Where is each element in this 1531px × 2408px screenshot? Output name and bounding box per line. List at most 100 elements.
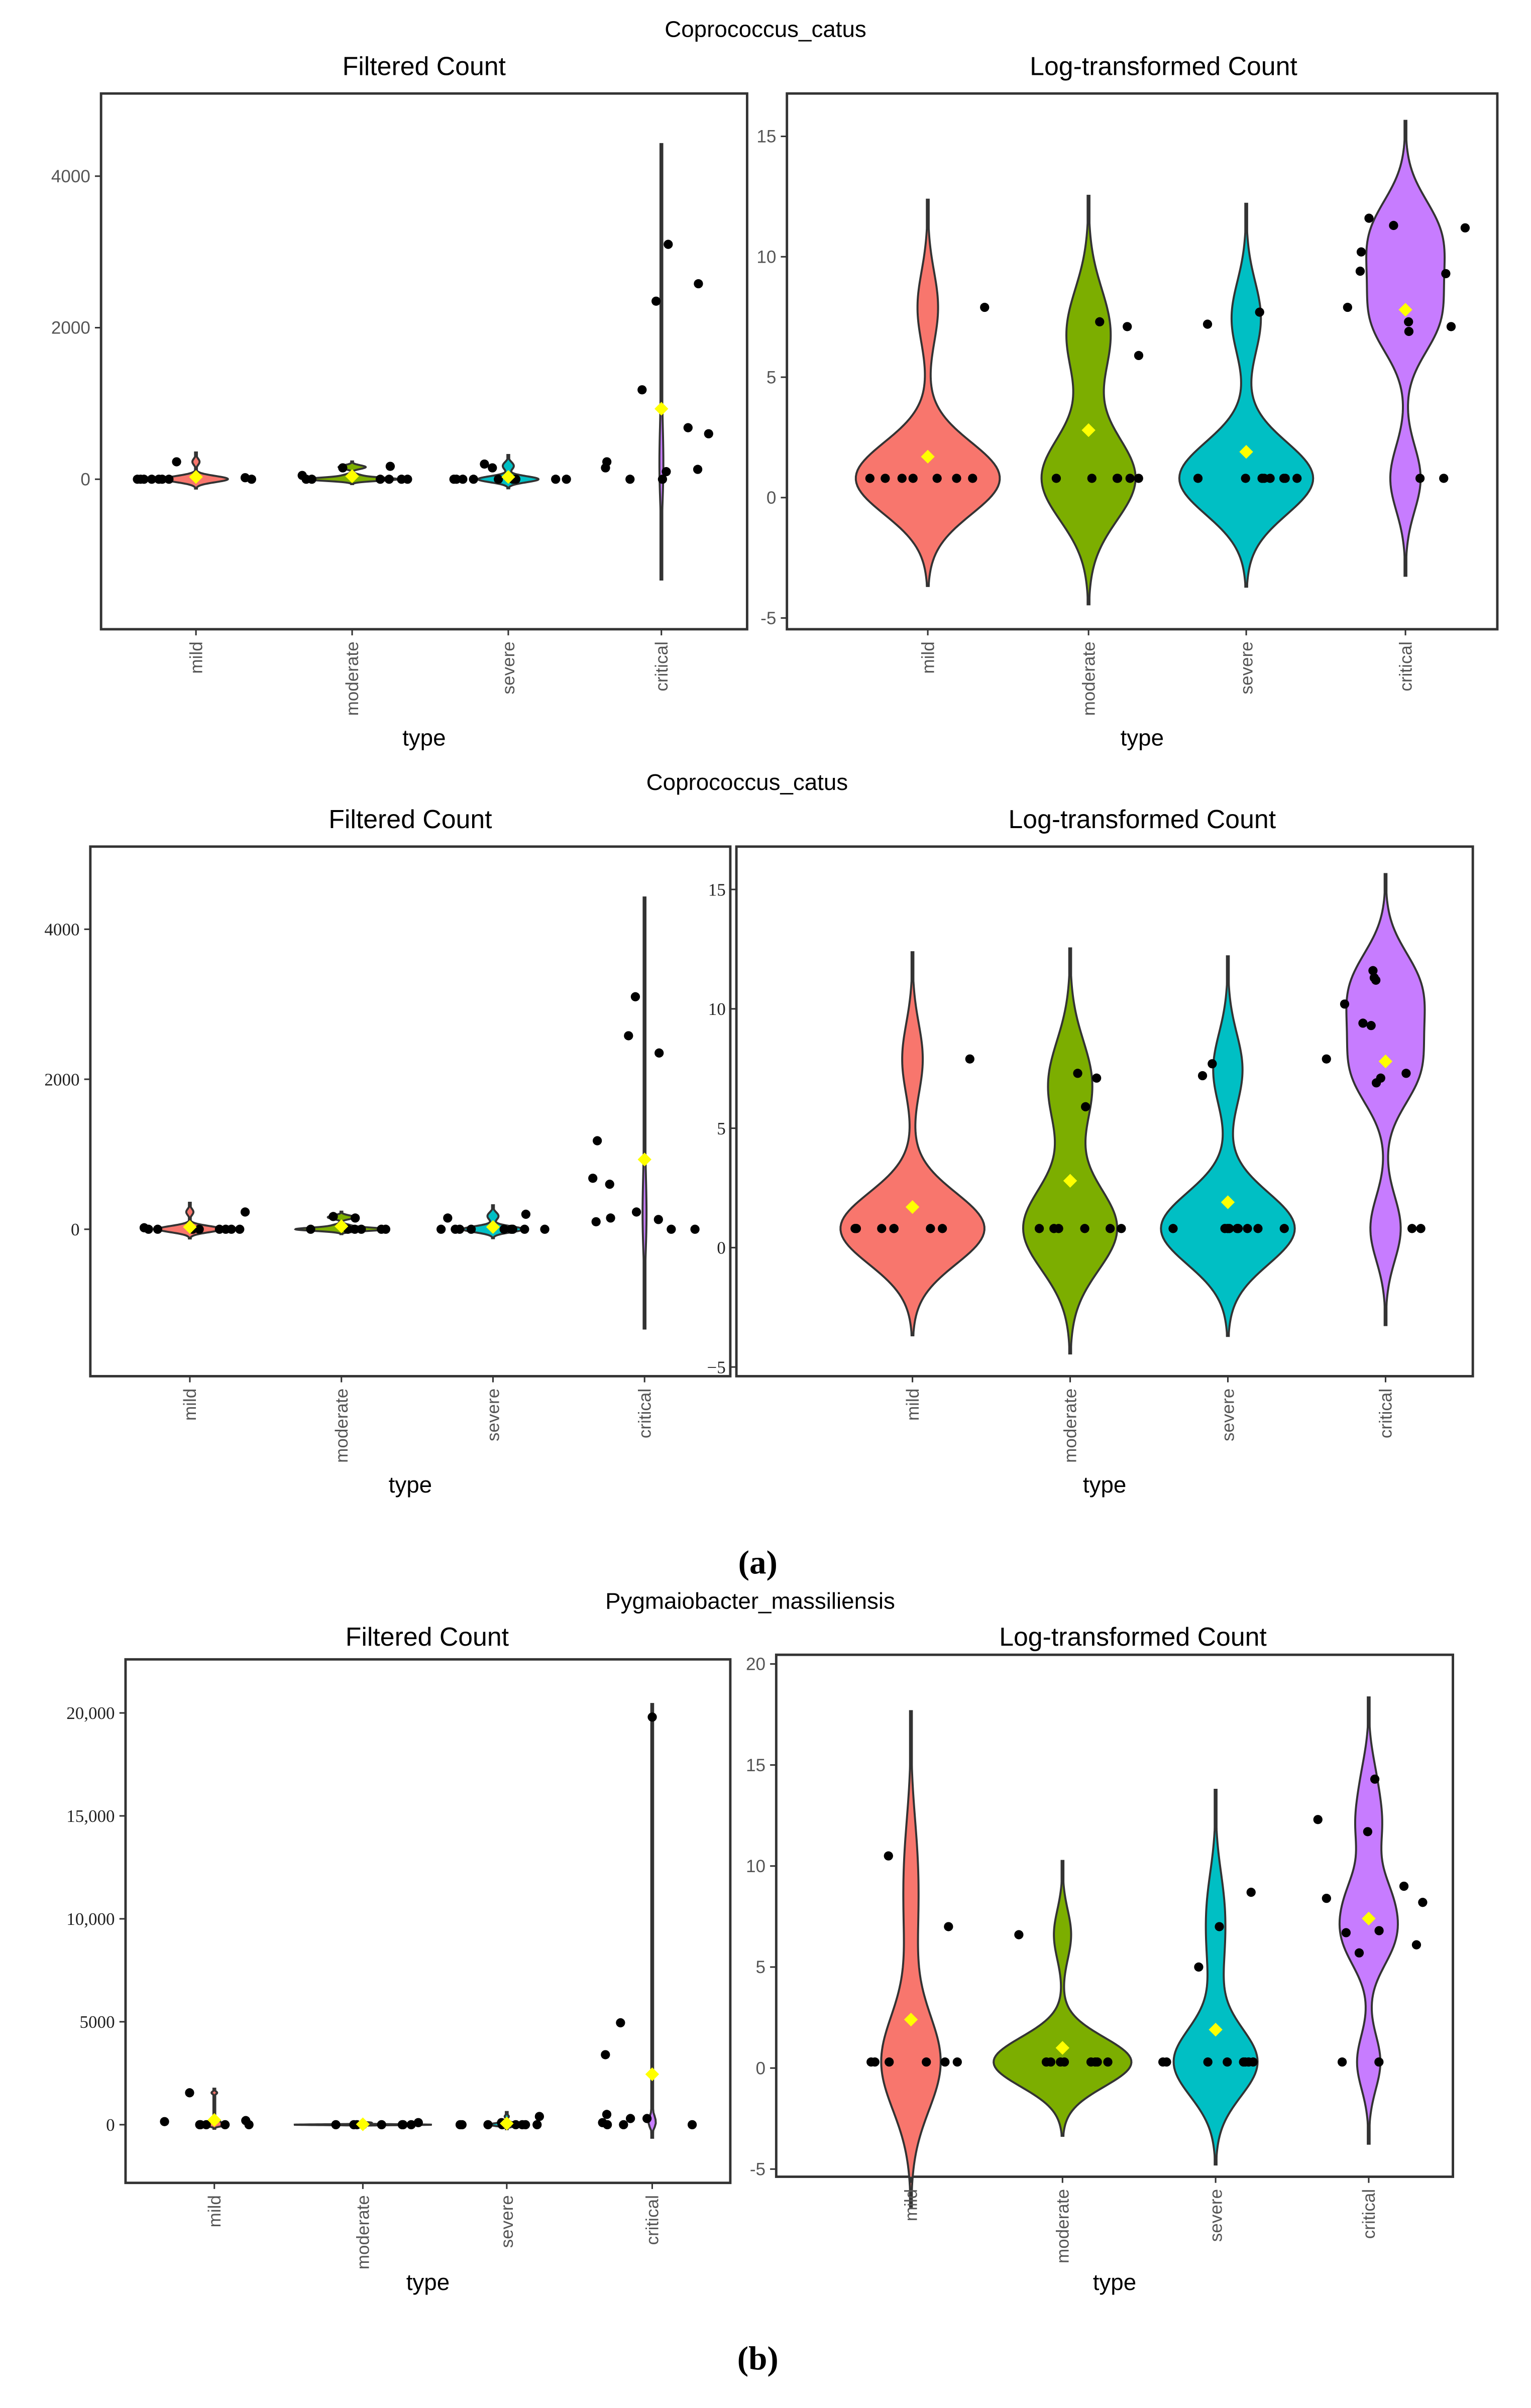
violin-mild: [854, 198, 1001, 587]
panel-title: Filtered Count: [346, 1622, 509, 1651]
x-tick-label: critical: [1359, 2189, 1379, 2239]
data-point: [889, 1224, 899, 1233]
data-point: [1368, 966, 1378, 975]
x-tick-label: severe: [1237, 641, 1256, 694]
mean-marker: [189, 470, 203, 484]
data-point: [932, 474, 942, 483]
data-point: [1460, 223, 1470, 233]
violin-severe: [1160, 955, 1296, 1337]
violin-mild: [880, 1710, 942, 2208]
panel-title: Log-transformed Count: [1030, 52, 1297, 81]
data-point: [458, 475, 468, 484]
data-point: [1080, 1224, 1089, 1233]
y-tick-label: 0: [80, 470, 90, 489]
data-point: [1369, 973, 1379, 983]
y-tick-label: 10,000: [66, 1909, 115, 1929]
data-point: [952, 474, 961, 483]
mean-marker: [904, 2012, 918, 2027]
y-tick-label: 5: [756, 1958, 766, 1977]
data-point: [377, 2120, 386, 2130]
data-point: [616, 2018, 625, 2028]
y-tick-label: 15,000: [66, 1806, 115, 1826]
data-point: [926, 1224, 935, 1233]
data-point: [1356, 247, 1366, 257]
data-point: [147, 475, 157, 484]
data-point: [139, 1223, 149, 1232]
data-point: [1255, 307, 1264, 317]
data-point: [1337, 2057, 1347, 2067]
x-tick-label: mild: [180, 1389, 200, 1421]
data-point: [1092, 1073, 1102, 1083]
x-tick-label: critical: [1396, 641, 1415, 691]
y-tick-label: 10: [708, 999, 726, 1019]
data-point: [1253, 1224, 1263, 1233]
data-point: [922, 2057, 931, 2067]
data-point: [1197, 1071, 1208, 1081]
data-point: [540, 1224, 550, 1234]
data-point: [662, 467, 671, 477]
data-point: [1117, 1224, 1126, 1233]
data-point: [1103, 2057, 1113, 2067]
plot-frame: [89, 845, 732, 1378]
figure-title: Coprococcus_catus: [665, 16, 866, 42]
x-axis-label: type: [1083, 1472, 1126, 1498]
mean-marker: [501, 470, 515, 484]
data-point: [1246, 1887, 1256, 1897]
data-point: [331, 2120, 341, 2130]
x-tick-label: moderate: [1053, 2189, 1073, 2263]
data-point: [647, 1712, 657, 1722]
data-point: [1220, 1224, 1230, 1233]
data-point: [1374, 2057, 1384, 2067]
plot-frame: [735, 845, 1474, 1378]
data-point: [884, 1851, 893, 1861]
data-point: [153, 1224, 163, 1234]
data-point: [606, 1213, 615, 1223]
y-tick-label: 0: [717, 1238, 726, 1258]
mean-marker: [654, 402, 669, 416]
data-point: [625, 475, 635, 484]
y-tick-label: 15: [746, 1756, 766, 1775]
data-point: [1243, 1224, 1252, 1233]
data-point: [630, 992, 640, 1001]
chart-panel: Log-transformed Count -5 0 5 10 15 20 mild moder…: [746, 1622, 1454, 2295]
data-point: [385, 462, 395, 471]
data-point: [1404, 326, 1414, 336]
y-tick-label: 15: [708, 880, 726, 899]
data-point: [443, 1213, 453, 1223]
data-point: [1087, 474, 1097, 483]
violin-moderate: [1040, 194, 1137, 606]
data-point: [1208, 1059, 1217, 1069]
data-point: [591, 1217, 601, 1227]
y-tick-label: 2000: [44, 1070, 79, 1089]
data-point: [1090, 2057, 1100, 2067]
y-tick-label: 20,000: [66, 1703, 115, 1723]
data-point: [511, 2120, 520, 2130]
violin-moderate: [993, 1860, 1133, 2137]
data-point: [851, 1224, 861, 1233]
data-point: [1322, 1893, 1331, 1903]
data-point: [1168, 1224, 1178, 1233]
data-point: [338, 463, 348, 473]
data-point: [351, 1213, 360, 1223]
y-tick-label: -5: [760, 609, 776, 628]
x-tick-label: severe: [1206, 2189, 1226, 2242]
data-point: [406, 2120, 416, 2130]
data-point: [240, 1207, 250, 1217]
violin-critical: [658, 143, 665, 581]
figure-title: Pygmaiobacter_massiliensis: [605, 1588, 895, 1614]
y-tick-label: 10: [756, 247, 776, 267]
data-point: [877, 1224, 887, 1233]
data-point: [160, 2117, 169, 2126]
data-point: [381, 1224, 391, 1234]
data-point: [1407, 1224, 1417, 1233]
data-point: [1279, 1224, 1289, 1233]
violin-critical: [641, 896, 648, 1330]
data-point: [221, 2120, 230, 2130]
data-point: [1313, 1815, 1323, 1824]
x-tick-label: critical: [652, 641, 672, 691]
violin-mild: [839, 951, 986, 1336]
data-point: [1280, 474, 1290, 483]
data-point: [593, 1136, 602, 1145]
mean-marker: [1398, 303, 1412, 317]
data-point: [885, 2057, 894, 2067]
